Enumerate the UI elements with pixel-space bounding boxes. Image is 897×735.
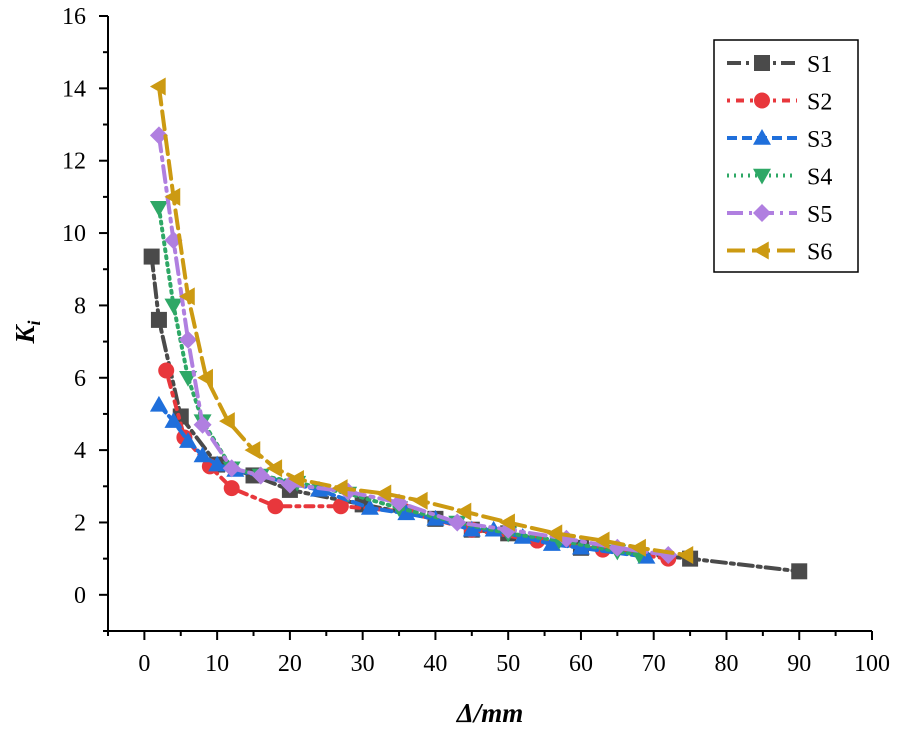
y-axis-label: Ki [10, 320, 44, 344]
data-point-S5 [251, 466, 270, 485]
series-line-S2 [164, 368, 671, 561]
data-point-S3 [542, 535, 561, 551]
y-tick-label: 2 [74, 510, 86, 536]
data-point-S3 [462, 520, 481, 537]
data-point-S6 [630, 538, 646, 557]
data-point-S6 [546, 524, 563, 543]
data-point-S5 [448, 513, 467, 532]
legend-marker-S1 [754, 55, 770, 71]
data-point-S6 [197, 368, 213, 387]
y-tick-label: 14 [62, 76, 86, 102]
series-line-S5 [156, 133, 671, 558]
y-tick-label: 4 [74, 438, 86, 464]
data-point-S3 [397, 504, 416, 521]
data-point-S1 [791, 563, 808, 580]
data-point-S2 [332, 498, 349, 515]
series-layer [143, 77, 808, 580]
data-point-S3 [149, 395, 168, 412]
data-point-S2 [267, 498, 284, 515]
y-axis-label-sub: i [24, 320, 44, 325]
data-point-S6 [331, 479, 348, 498]
data-point-S5 [193, 415, 212, 434]
x-tick-label: 70 [642, 651, 666, 677]
data-point-S3 [179, 432, 198, 448]
data-point-S6 [288, 470, 304, 489]
x-tick-label: 90 [787, 651, 811, 677]
y-tick-label: 12 [62, 149, 86, 175]
series-S5 [149, 126, 678, 565]
data-point-S6 [455, 502, 472, 521]
data-point-S5 [149, 126, 168, 145]
legend-box [713, 39, 859, 273]
data-point-S4 [149, 200, 168, 217]
x-tick-label: 60 [569, 651, 593, 677]
legend-label-S1: S1 [807, 52, 832, 78]
data-point-S6 [677, 546, 694, 565]
data-point-S4 [164, 298, 183, 315]
data-point-S6 [266, 459, 283, 478]
legend: S1 S2 S3 S4 S5 S6 [713, 39, 859, 273]
data-point-S3 [208, 455, 227, 472]
x-tick-label: 40 [423, 651, 447, 677]
y-tick-label: 8 [74, 293, 86, 319]
legend-marker-S6 [753, 241, 769, 260]
x-tick-label: 0 [138, 651, 150, 677]
data-point-S6 [411, 491, 428, 510]
data-point-S3 [164, 412, 183, 428]
x-tick-label: 30 [351, 651, 375, 677]
y-tick-label: 16 [62, 4, 86, 30]
y-tick-label: 0 [74, 583, 86, 609]
data-point-S6 [164, 187, 181, 206]
legend-marker-S2 [754, 92, 770, 109]
x-tick-label: 20 [278, 651, 302, 677]
data-point-S6 [375, 484, 392, 503]
legend-marker-S5 [753, 204, 771, 222]
data-point-S6 [179, 287, 195, 306]
legend-label-S5: S5 [807, 202, 832, 228]
legend-label-S2: S2 [807, 90, 832, 116]
series-S6 [149, 77, 694, 565]
data-point-S2 [223, 480, 240, 497]
data-point-S1 [143, 248, 160, 265]
legend-label-S3: S3 [807, 127, 832, 153]
data-point-S3 [637, 547, 656, 564]
data-point-S6 [593, 531, 610, 550]
x-tick-label: 50 [496, 651, 520, 677]
legend-label-S6: S6 [807, 240, 832, 266]
data-point-S3 [193, 446, 212, 463]
series-line-S3 [156, 402, 649, 559]
legend-marker-S3 [753, 129, 771, 145]
x-tick-label: 100 [854, 651, 890, 677]
legend-marker-S4 [753, 168, 771, 185]
data-point-S5 [222, 459, 241, 478]
y-tick-label: 6 [74, 366, 86, 392]
data-point-S2 [158, 362, 175, 379]
x-tick-label: 80 [714, 651, 738, 677]
data-point-S6 [499, 513, 515, 532]
data-point-S6 [244, 441, 261, 460]
data-point-S3 [571, 538, 590, 555]
data-point-S6 [219, 412, 235, 431]
axes: 0 10 20 30 40 50 60 70 80 90 100 0 2 4 6 8 10 12 14 16 [62, 4, 890, 677]
data-point-S3 [360, 499, 379, 515]
x-tick-label: 10 [205, 651, 229, 677]
data-point-S5 [179, 330, 198, 349]
data-point-S1 [150, 311, 167, 328]
data-point-S6 [149, 77, 166, 96]
y-tick-label: 10 [62, 221, 86, 247]
y-axis-label-main: K [10, 324, 40, 345]
x-axis-label: Δ/mm [456, 698, 523, 728]
legend-label-S4: S4 [807, 165, 832, 191]
